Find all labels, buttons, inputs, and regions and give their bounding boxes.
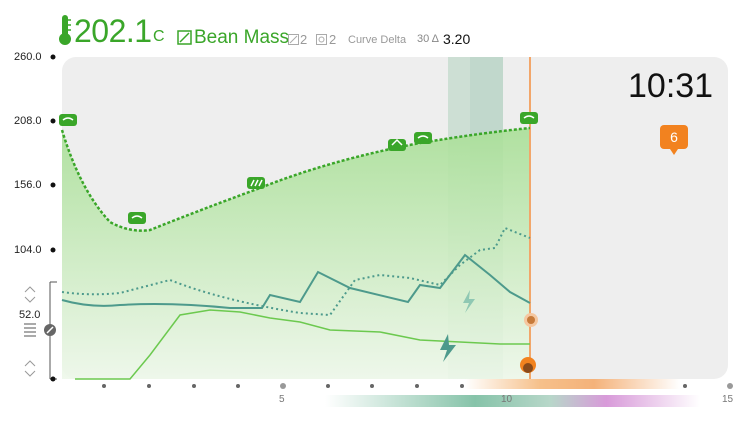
timeline-scrubber[interactable] [325, 395, 700, 407]
event-marker-charge[interactable] [59, 114, 77, 126]
x-tick-label: 10 [501, 394, 513, 405]
event-count: 2 [329, 32, 337, 47]
curve-delta-label: Curve Delta [348, 34, 407, 46]
event-marker-first-crack[interactable] [388, 138, 406, 151]
temperature-unit: C [153, 28, 165, 45]
roast-phase-bar [465, 379, 680, 389]
bean-mass-label[interactable]: Bean Mass [194, 27, 290, 48]
event-marker-first-crack-end[interactable] [414, 132, 432, 144]
current-temperature: 202.1 [74, 13, 152, 49]
scroll-up-arrows[interactable] [24, 286, 36, 303]
roast-clock: 10:31 [628, 67, 714, 105]
x-tick-label: 15 [722, 394, 734, 405]
grip-handle-icon[interactable] [24, 323, 36, 337]
y-tick-label: 260.0 [14, 51, 42, 63]
lightning-icon [440, 334, 456, 362]
lightning-icon [463, 290, 475, 313]
delta-window: 30 Δ [417, 33, 440, 45]
y-tick-label: 104.0 [14, 244, 42, 256]
curve-count: 2 [300, 32, 308, 47]
event-marker-dry-end[interactable] [247, 177, 265, 189]
x-tick-label: 5 [279, 394, 285, 405]
curve-icon [288, 34, 299, 45]
notification-badge[interactable]: 6 [660, 125, 688, 155]
y-tick-label: 208.0 [14, 115, 42, 127]
y-tick-label: 156.0 [14, 179, 42, 191]
event-marker-drop[interactable] [520, 112, 538, 124]
event-marker-turning-point[interactable] [128, 212, 146, 224]
bean-mass-icon [177, 30, 192, 45]
thermometer-icon [59, 15, 71, 45]
scroll-down-arrows[interactable] [24, 360, 36, 377]
y-tick-label: 52.0 [19, 309, 41, 321]
header: 202.1 C Bean Mass 2 2 Curve Delta 30 Δ 3… [0, 0, 750, 50]
ror-curve [61, 253, 531, 309]
y-axis-ticks [50, 54, 56, 382]
event-icon [316, 34, 327, 45]
edit-scale-button[interactable] [44, 324, 56, 336]
delta-value: 3.20 [443, 31, 471, 47]
power-curve [75, 309, 530, 380]
